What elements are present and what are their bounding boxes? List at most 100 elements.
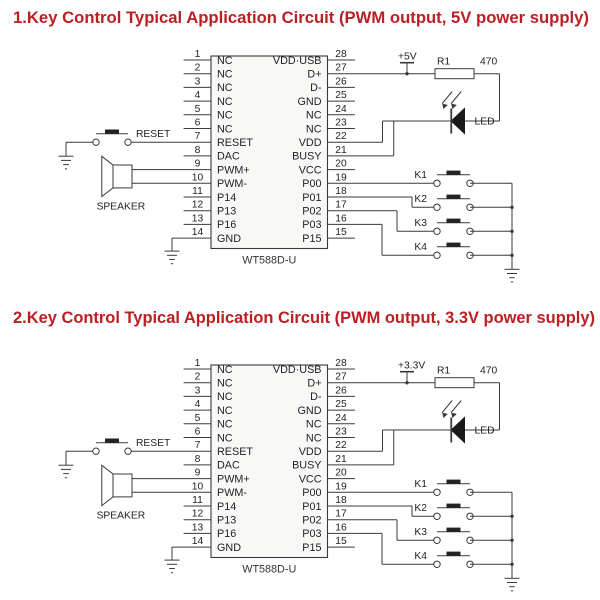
svg-text:NC: NC <box>217 378 233 390</box>
svg-text:28: 28 <box>335 358 347 369</box>
svg-text:4: 4 <box>195 90 201 101</box>
svg-text:P15: P15 <box>302 233 321 245</box>
svg-text:6: 6 <box>195 118 201 129</box>
svg-text:RESET: RESET <box>217 137 253 149</box>
svg-text:P00: P00 <box>302 178 321 190</box>
svg-text:NC: NC <box>306 123 322 135</box>
svg-text:NC: NC <box>217 432 233 444</box>
svg-text:K3: K3 <box>414 218 427 229</box>
svg-text:11: 11 <box>192 186 203 197</box>
svg-text:NC: NC <box>217 110 233 122</box>
svg-text:P13: P13 <box>217 515 236 527</box>
svg-text:18: 18 <box>335 186 347 197</box>
svg-text:PWM+: PWM+ <box>217 164 250 176</box>
svg-text:13: 13 <box>192 213 204 224</box>
svg-text:P16: P16 <box>217 219 236 231</box>
svg-text:NC: NC <box>217 419 233 431</box>
svg-text:P03: P03 <box>302 219 321 231</box>
svg-text:P01: P01 <box>302 501 321 513</box>
svg-text:VDD·USB: VDD·USB <box>273 55 322 67</box>
svg-text:K2: K2 <box>414 194 427 205</box>
svg-text:12: 12 <box>192 200 204 211</box>
svg-text:RESET: RESET <box>136 438 171 449</box>
svg-text:26: 26 <box>335 76 347 87</box>
svg-text:P03: P03 <box>302 528 321 540</box>
svg-text:P14: P14 <box>217 501 236 513</box>
svg-text:P01: P01 <box>302 192 321 204</box>
svg-text:1: 1 <box>195 358 201 369</box>
svg-text:17: 17 <box>335 200 347 211</box>
svg-text:14: 14 <box>192 227 204 238</box>
svg-text:3: 3 <box>195 76 201 87</box>
svg-text:NC: NC <box>217 364 233 376</box>
svg-text:D-: D- <box>310 82 322 94</box>
svg-text:P02: P02 <box>302 515 321 527</box>
svg-text:26: 26 <box>335 385 347 396</box>
svg-text:PWM-: PWM- <box>217 487 247 499</box>
svg-text:VCC: VCC <box>299 164 322 176</box>
svg-text:NC: NC <box>306 419 322 431</box>
svg-text:6: 6 <box>195 427 201 438</box>
svg-text:P15: P15 <box>302 542 321 554</box>
svg-text:PWM+: PWM+ <box>217 473 250 485</box>
svg-text:R1: R1 <box>437 366 450 377</box>
svg-text:K3: K3 <box>414 527 427 538</box>
svg-text:12: 12 <box>192 509 204 520</box>
svg-text:1.Key Control Typical Applicat: 1.Key Control Typical Application Circui… <box>13 8 589 27</box>
svg-text:5: 5 <box>195 104 201 115</box>
svg-text:25: 25 <box>335 399 347 410</box>
svg-text:GND: GND <box>298 405 322 417</box>
svg-text:8: 8 <box>195 145 201 156</box>
svg-text:+5V: +5V <box>398 52 417 63</box>
svg-text:16: 16 <box>335 213 347 224</box>
svg-text:2: 2 <box>195 63 201 74</box>
svg-text:GND: GND <box>217 233 241 245</box>
svg-text:13: 13 <box>192 522 204 533</box>
svg-text:18: 18 <box>335 495 347 506</box>
svg-text:14: 14 <box>192 536 204 547</box>
svg-text:NC: NC <box>306 110 322 122</box>
svg-text:D+: D+ <box>307 378 321 390</box>
svg-text:24: 24 <box>335 413 347 424</box>
svg-text:5: 5 <box>195 413 201 424</box>
svg-text:K4: K4 <box>414 242 427 253</box>
svg-text:+3.3V: +3.3V <box>398 361 425 372</box>
svg-text:16: 16 <box>335 522 347 533</box>
svg-text:NC: NC <box>217 405 233 417</box>
svg-text:7: 7 <box>195 440 201 451</box>
svg-text:RESET: RESET <box>136 129 171 140</box>
svg-text:22: 22 <box>335 440 347 451</box>
svg-text:NC: NC <box>217 96 233 108</box>
svg-text:24: 24 <box>335 104 347 115</box>
svg-text:10: 10 <box>192 172 204 183</box>
svg-text:SPEAKER: SPEAKER <box>97 202 146 213</box>
svg-text:NC: NC <box>217 55 233 67</box>
svg-text:2: 2 <box>195 372 201 383</box>
svg-text:27: 27 <box>335 372 347 383</box>
svg-text:R1: R1 <box>437 57 450 68</box>
svg-text:11: 11 <box>192 495 203 506</box>
svg-text:K1: K1 <box>414 479 427 490</box>
svg-text:VDD: VDD <box>299 446 322 458</box>
svg-text:20: 20 <box>335 468 347 479</box>
svg-text:NC: NC <box>217 69 233 81</box>
svg-text:21: 21 <box>335 145 347 156</box>
svg-text:19: 19 <box>335 481 347 492</box>
svg-text:D-: D- <box>310 391 322 403</box>
svg-text:10: 10 <box>192 481 204 492</box>
svg-text:PWM-: PWM- <box>217 178 247 190</box>
svg-text:P16: P16 <box>217 528 236 540</box>
svg-text:VCC: VCC <box>299 473 322 485</box>
svg-text:7: 7 <box>195 131 201 142</box>
svg-text:23: 23 <box>335 118 347 129</box>
svg-text:21: 21 <box>335 454 347 465</box>
svg-text:NC: NC <box>217 391 233 403</box>
svg-text:RESET: RESET <box>217 446 253 458</box>
svg-text:17: 17 <box>335 509 347 520</box>
svg-text:DAC: DAC <box>217 460 240 472</box>
svg-text:BUSY: BUSY <box>292 151 321 163</box>
svg-text:LED: LED <box>475 426 495 437</box>
svg-text:27: 27 <box>335 63 347 74</box>
svg-text:LED: LED <box>475 117 495 128</box>
svg-text:9: 9 <box>195 468 201 479</box>
